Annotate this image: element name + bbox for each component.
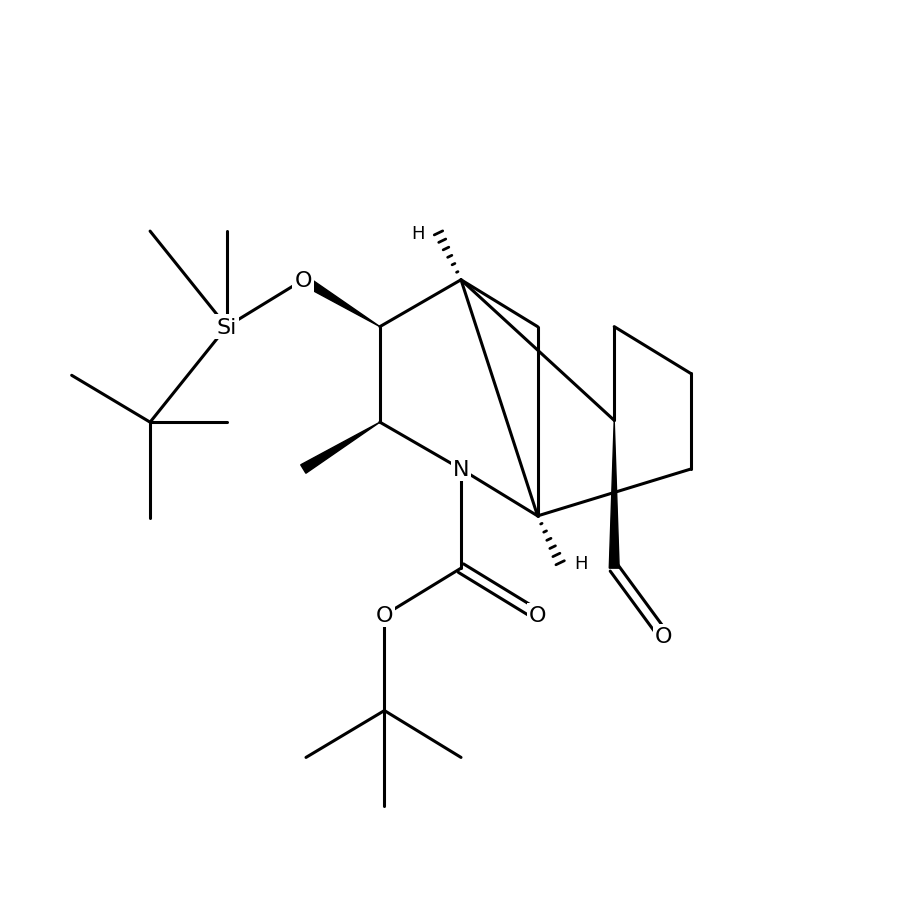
- Text: Si: Si: [216, 317, 237, 337]
- Text: O: O: [655, 626, 672, 646]
- Polygon shape: [609, 421, 619, 569]
- Text: H: H: [411, 225, 424, 243]
- Polygon shape: [301, 276, 379, 327]
- Polygon shape: [301, 423, 379, 474]
- Text: H: H: [573, 554, 587, 573]
- Text: O: O: [294, 271, 312, 291]
- Text: N: N: [452, 460, 469, 479]
- Text: O: O: [376, 605, 393, 626]
- Text: O: O: [528, 605, 545, 626]
